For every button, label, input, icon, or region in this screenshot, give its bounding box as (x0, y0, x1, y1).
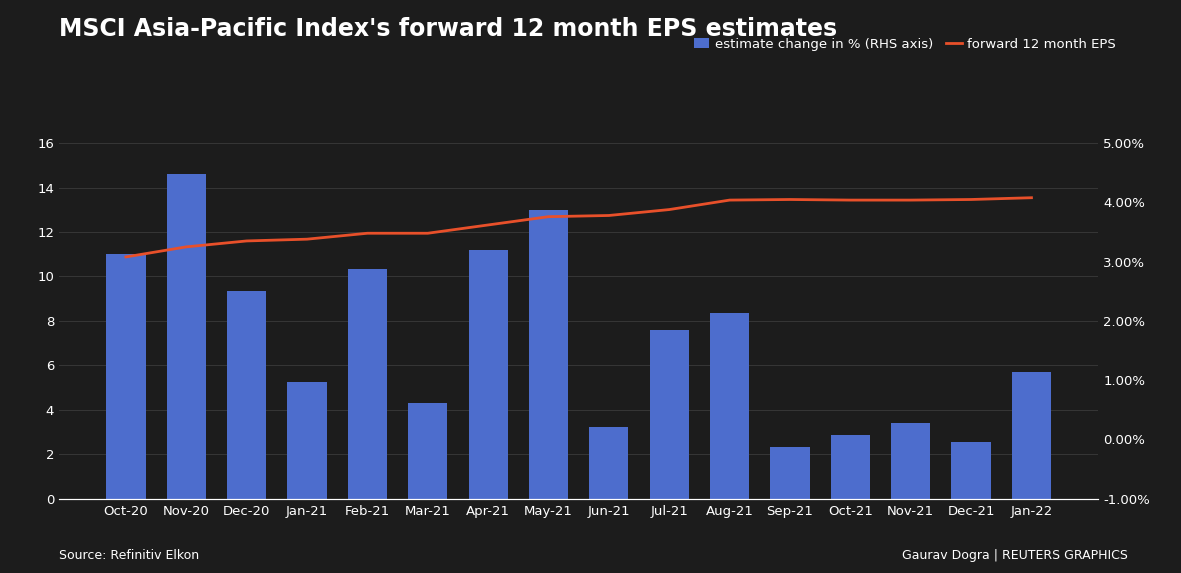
Bar (589, 427, 628, 499)
Bar (227, 291, 266, 499)
Bar (1012, 372, 1051, 499)
forward 12 month EPS (663, 206, 677, 213)
Text: MSCI Asia-Pacific Index's forward 12 month EPS estimates: MSCI Asia-Pacific Index's forward 12 mon… (59, 17, 837, 41)
forward 12 month EPS (1024, 194, 1038, 201)
Bar (287, 382, 327, 499)
Bar (409, 403, 448, 499)
Legend: estimate change in % (RHS axis), forward 12 month EPS: estimate change in % (RHS axis), forward… (689, 33, 1121, 56)
Bar (347, 269, 387, 499)
Line: forward 12 month EPS: forward 12 month EPS (126, 198, 1031, 257)
Bar (167, 174, 205, 499)
Bar (952, 442, 991, 499)
forward 12 month EPS (903, 197, 918, 203)
forward 12 month EPS (360, 230, 374, 237)
forward 12 month EPS (783, 196, 797, 203)
Bar (469, 250, 508, 499)
forward 12 month EPS (180, 244, 194, 250)
Bar (770, 448, 810, 499)
forward 12 month EPS (300, 236, 314, 242)
forward 12 month EPS (240, 237, 254, 244)
Text: Gaurav Dogra | REUTERS GRAPHICS: Gaurav Dogra | REUTERS GRAPHICS (902, 548, 1128, 562)
forward 12 month EPS (964, 196, 978, 203)
forward 12 month EPS (481, 222, 495, 229)
forward 12 month EPS (420, 230, 435, 237)
Bar (710, 313, 749, 499)
forward 12 month EPS (119, 253, 133, 260)
Bar (830, 435, 870, 499)
Bar (892, 423, 931, 499)
Text: Source: Refinitiv Elkon: Source: Refinitiv Elkon (59, 548, 200, 562)
forward 12 month EPS (843, 197, 857, 203)
Bar (650, 330, 689, 499)
forward 12 month EPS (541, 213, 555, 220)
forward 12 month EPS (723, 197, 737, 203)
Bar (529, 210, 568, 499)
Bar (106, 254, 145, 499)
forward 12 month EPS (602, 212, 616, 219)
